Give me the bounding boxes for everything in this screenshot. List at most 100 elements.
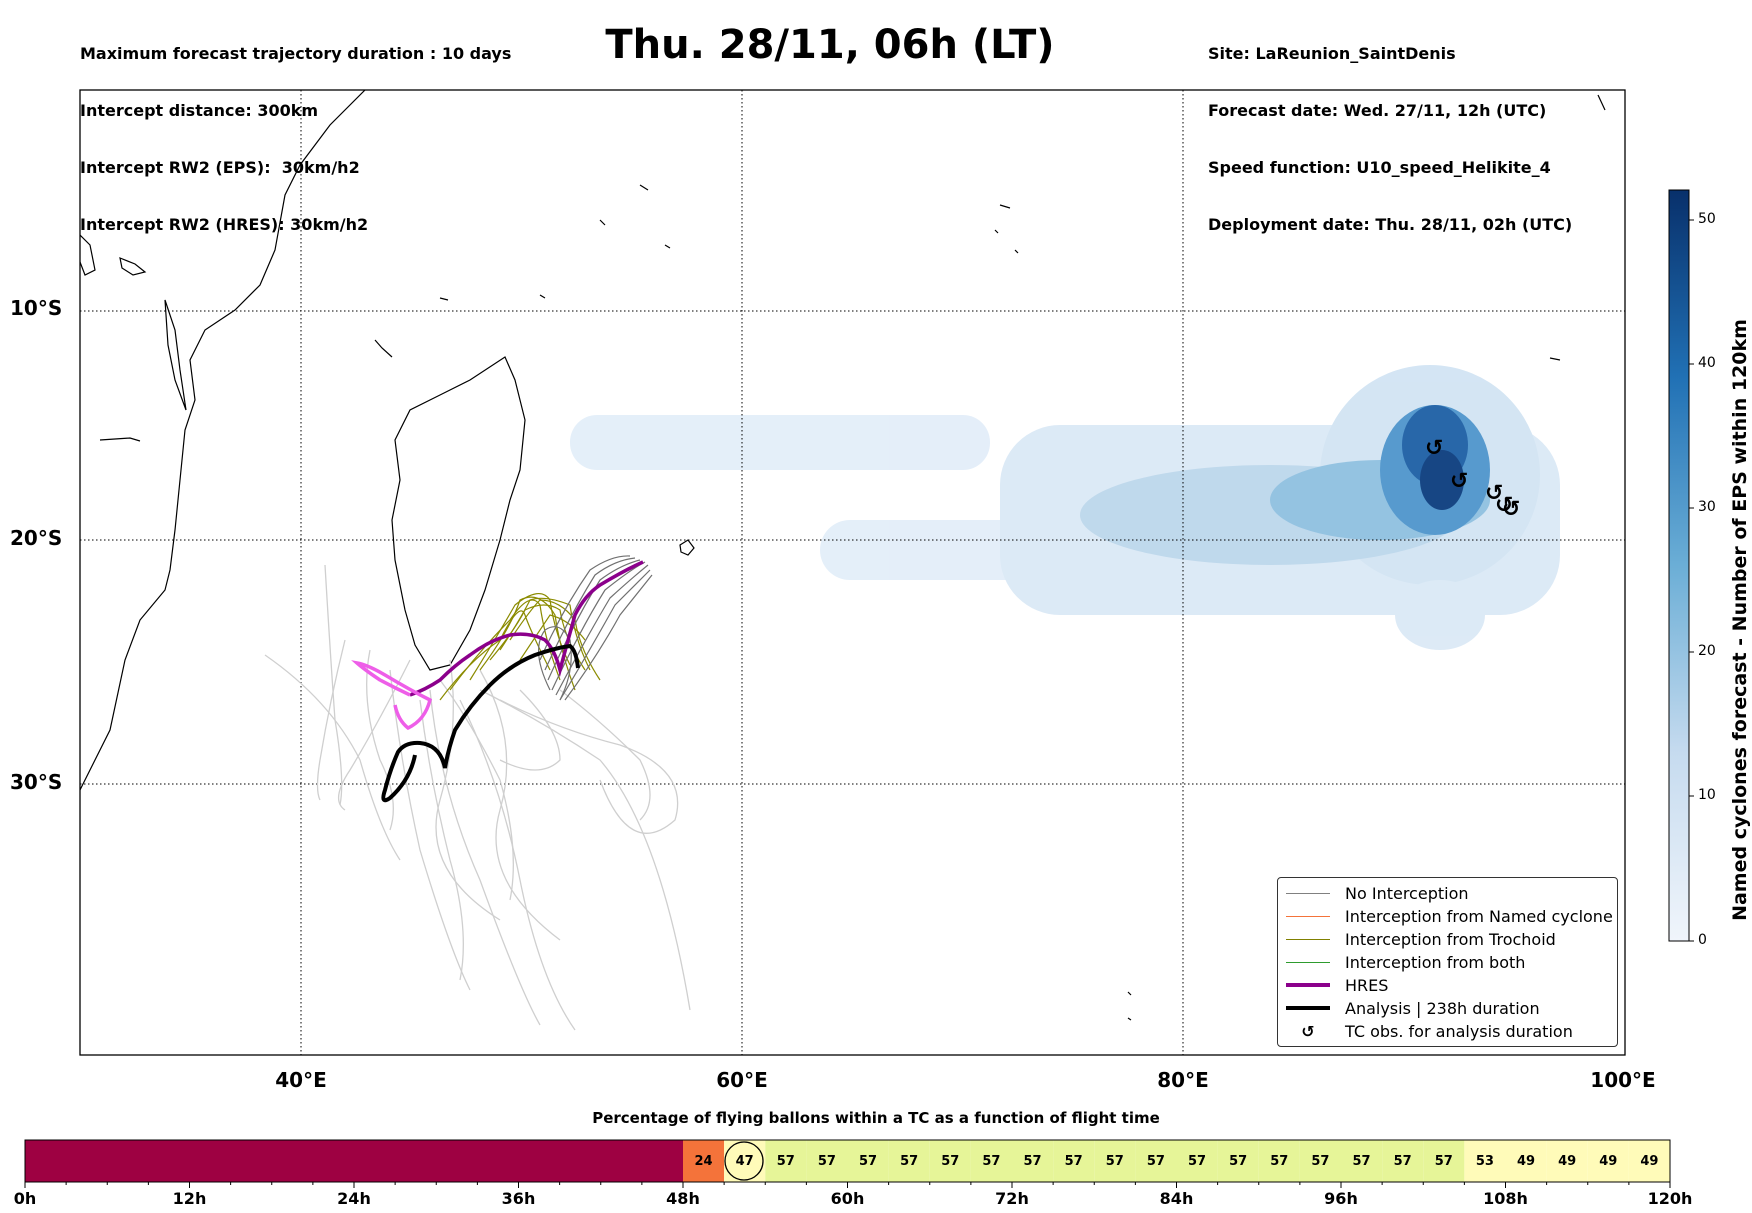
hres-trajectory-late	[351, 660, 433, 731]
tc-marker: ↺	[1450, 469, 1468, 494]
legend-label: Interception from Trochoid	[1345, 929, 1556, 949]
comoros-island	[119, 257, 147, 276]
timeline-cell	[1094, 1140, 1136, 1182]
coastlines	[80, 90, 1606, 1021]
timeline-cell	[1176, 1140, 1218, 1182]
timeline-cell	[1341, 1140, 1383, 1182]
timeline-cell	[765, 1140, 807, 1182]
timeline-tick-label: 84h	[1159, 1189, 1194, 1208]
tc-marker: ↺	[1485, 481, 1503, 506]
timeline-cell-value: 57	[1188, 1153, 1207, 1169]
timeline-cell-value: 57	[817, 1153, 836, 1169]
lat-label-20s: 20°S	[10, 526, 63, 550]
timeline-cell-value: 57	[1393, 1153, 1412, 1169]
timeline-tick-label: 108h	[1483, 1189, 1528, 1208]
tc-marker-icon: ↺	[1301, 1021, 1315, 1041]
legend-item-both: Interception from both	[1286, 952, 1525, 972]
legend-label: No Interception	[1345, 883, 1469, 903]
timeline-cell-value: 57	[1311, 1153, 1330, 1169]
legend-swatch	[1286, 892, 1330, 894]
timeline-cell-value: 57	[900, 1153, 919, 1169]
timeline-tick-label: 60h	[830, 1189, 865, 1208]
timeline-cell-value: 57	[1064, 1153, 1083, 1169]
header-right: Site: LaReunion_SaintDenis Forecast date…	[1208, 6, 1572, 253]
madagascar-coastline	[391, 356, 526, 671]
timeline-tick-label: 24h	[337, 1189, 371, 1208]
timeline-title: Percentage of flying ballons within a TC…	[592, 1109, 1160, 1127]
reunion-island	[679, 539, 695, 556]
legend-label: HRES	[1345, 975, 1389, 995]
timeline-cell	[1382, 1140, 1424, 1182]
legend-item-analysis: Analysis | 238h duration	[1286, 998, 1540, 1018]
timeline-cell-value: 57	[982, 1153, 1001, 1169]
lon-label-40e: 40°E	[275, 1068, 327, 1092]
timeline-cell-value: 57	[1229, 1153, 1248, 1169]
header-speed-function: Speed function: U10_speed_Helikite_4	[1208, 158, 1551, 177]
figure-title: Thu. 28/11, 06h (LT)	[605, 22, 1055, 68]
tc-observation-markers: ↺ ↺ ↺ ↺ ↺	[1425, 436, 1520, 522]
timeline-cell-value: 49	[1558, 1153, 1577, 1169]
lon-label-80e: 80°E	[1157, 1068, 1209, 1092]
timeline-cell	[847, 1140, 889, 1182]
header-left: Maximum forecast trajectory duration : 1…	[80, 6, 511, 253]
timeline-cell	[888, 1140, 930, 1182]
legend-label: TC obs. for analysis duration	[1345, 1021, 1573, 1041]
small-islands-5	[1549, 94, 1606, 361]
timeline-tick-label: 0h	[13, 1189, 37, 1208]
timeline-cell-value: 57	[776, 1153, 795, 1169]
colorbar-tick-40: 40	[1698, 355, 1716, 371]
timeline-cell-value: 57	[1434, 1153, 1453, 1169]
map-frame	[79, 89, 1626, 1056]
timeline-cell	[1217, 1140, 1259, 1182]
colorbar-ticks	[1689, 219, 1694, 942]
legend-item-no-interception: No Interception	[1286, 883, 1469, 903]
timeline-tick-label: 48h	[666, 1189, 700, 1208]
timeline-cell	[1053, 1140, 1095, 1182]
timeline-no-data-segment	[25, 1140, 683, 1182]
light-trajectories	[264, 564, 691, 1031]
legend-item-named-cyclone: Interception from Named cyclone	[1286, 906, 1613, 926]
timeline-cell-value: 53	[1475, 1153, 1494, 1169]
timeline-cell	[1628, 1140, 1670, 1182]
timeline-bar	[24, 1139, 1671, 1188]
colorbar-tick-30: 30	[1698, 499, 1716, 515]
cyclone-density-field	[570, 365, 1560, 650]
timeline-cell	[1587, 1140, 1629, 1182]
legend-item-tc-obs: ↺ TC obs. for analysis duration	[1286, 1021, 1573, 1041]
timeline-cell-value: 57	[1270, 1153, 1289, 1169]
colorbar-label: Named cyclones forecast - Number of EPS …	[1729, 319, 1751, 921]
timeline-cell	[1464, 1140, 1506, 1182]
map-legend: No Interception Interception from Named …	[1277, 877, 1618, 1047]
legend-swatch	[1286, 915, 1330, 917]
timeline-tick-label: 12h	[172, 1189, 207, 1208]
timeline-tick-label: 96h	[1324, 1189, 1358, 1208]
lon-label-100e: 100°E	[1590, 1068, 1656, 1092]
timeline-cell-value: 57	[859, 1153, 878, 1169]
timeline-cell-value: 57	[1023, 1153, 1042, 1169]
legend-item-trochoid: Interception from Trochoid	[1286, 929, 1556, 949]
small-islands-4	[994, 204, 1019, 254]
timeline-cell	[1299, 1140, 1341, 1182]
lon-label-60e: 60°E	[716, 1068, 768, 1092]
timeline-cell	[1546, 1140, 1588, 1182]
header-intercept-distance: Intercept distance: 300km	[80, 101, 319, 120]
legend-swatch	[1286, 938, 1330, 940]
legend-label: Analysis | 238h duration	[1345, 998, 1540, 1018]
legend-item-hres: HRES	[1286, 975, 1388, 995]
header-intercept-eps: Intercept RW2 (EPS): 30km/h2	[80, 158, 360, 177]
timeline-cell-value: 57	[1146, 1153, 1165, 1169]
timeline-cell-value: 57	[1105, 1153, 1124, 1169]
legend-label: Interception from Named cyclone	[1345, 906, 1613, 926]
tc-marker: ↺	[1425, 436, 1443, 461]
colorbar-tick-10: 10	[1698, 787, 1716, 803]
colorbar-tick-0: 0	[1698, 932, 1707, 948]
header-deployment-date: Deployment date: Thu. 28/11, 02h (UTC)	[1208, 215, 1573, 234]
small-islands-3	[439, 184, 671, 301]
header-site: Site: LaReunion_SaintDenis	[1208, 44, 1456, 63]
timeline-cell	[1258, 1140, 1300, 1182]
timeline-tick-label: 36h	[501, 1189, 536, 1208]
map-panel: ↺ ↺ ↺ ↺ ↺	[80, 90, 1625, 1055]
small-islands-2	[374, 339, 393, 358]
timeline-tick-label: 72h	[995, 1189, 1029, 1208]
africa-coastline	[80, 90, 366, 791]
